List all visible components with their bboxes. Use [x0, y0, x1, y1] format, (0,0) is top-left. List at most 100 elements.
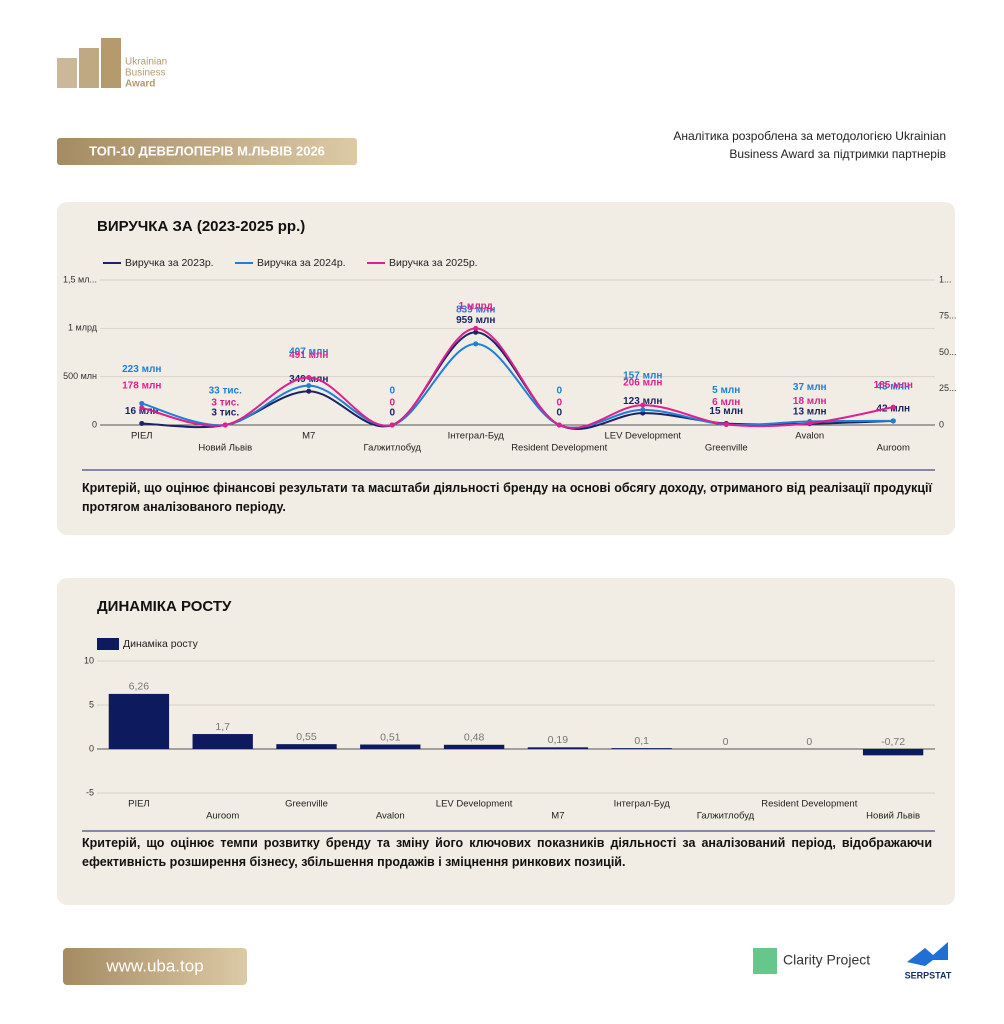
data-label: 185 млн [874, 380, 913, 391]
panel [57, 202, 955, 535]
data-label: 6,26 [129, 681, 150, 693]
site-badge [63, 948, 247, 985]
data-label: 13 млн [793, 406, 827, 417]
point [807, 420, 813, 426]
logo-text: Award [125, 79, 155, 90]
data-label: 959 млн [456, 315, 495, 326]
point [473, 325, 479, 331]
point [306, 388, 312, 394]
data-label: 37 млн [793, 382, 827, 393]
data-label: 839 млн [456, 305, 495, 316]
x-tick-label: РІЕЛ [128, 799, 150, 810]
point [306, 375, 312, 381]
x-tick-label: Resident Development [761, 799, 857, 810]
data-label: 0,51 [380, 731, 401, 743]
x-tick-label: Auroom [206, 811, 239, 822]
partner: Clarity Project [783, 952, 870, 968]
x-tick-label: Інтеграл-Буд [614, 799, 671, 810]
x-tick-label: Галжитлобуд [697, 811, 755, 822]
data-label: 0,1 [634, 735, 649, 747]
legend-swatch [97, 638, 119, 650]
x-tick-label: Resident Development [511, 443, 607, 454]
logo-text: Business [125, 68, 166, 79]
point [556, 422, 562, 428]
x-tick-label: Avalon [795, 431, 824, 442]
data-label: 491 млн [289, 350, 328, 361]
chart-title: ВИРУЧКА ЗА (2023-2025 рр.) [97, 218, 305, 235]
clarity-icon [753, 948, 777, 974]
y-tick-label: 0 [92, 419, 97, 429]
site: www.uba.top [105, 956, 203, 975]
x-tick-label: LEV Development [436, 799, 513, 810]
point [890, 404, 896, 410]
y2-tick-label: 0 [939, 419, 944, 429]
bar [360, 744, 421, 749]
bar [527, 747, 589, 749]
data-label: 407 млн [289, 346, 328, 357]
description: Критерій, що оцінює темпи розвитку бренд… [82, 836, 932, 869]
y-tick-label: 500 млн [63, 371, 97, 381]
data-label: 0 [389, 408, 395, 419]
chart-title: ДИНАМІКА РОСТУ [97, 598, 232, 615]
serpstat-icon [907, 942, 948, 966]
data-label: 1 млрд [459, 301, 494, 312]
note: Business Award за підтримки партнерів [729, 147, 946, 161]
data-label: 43 млн [876, 381, 910, 392]
data-label: -0,72 [881, 736, 905, 748]
series-line [141, 342, 894, 429]
data-label: 0 [556, 398, 562, 409]
data-label: 0,55 [296, 731, 317, 743]
x-tick-label: LEV Development [604, 431, 681, 442]
x-tick-label: Галжитлобуд [364, 443, 422, 454]
y2-tick-label: 25... [939, 383, 957, 393]
x-tick-label: РІЕЛ [131, 431, 153, 442]
note: Аналітика розроблена за методологією Ukr… [673, 129, 946, 143]
data-label: 5 млн [712, 385, 740, 396]
data-label: 0 [389, 386, 395, 397]
data-label: 3 тис. [211, 408, 239, 419]
x-tick-label: Avalon [376, 811, 405, 822]
bar [862, 749, 924, 756]
y2-tick-label: 1... [939, 274, 952, 284]
y-tick-label: 10 [84, 655, 94, 665]
badge [57, 138, 357, 165]
y-tick-label: 0 [89, 743, 94, 753]
legend-label: Виручка за 2023р. [125, 257, 214, 269]
data-label: 223 млн [122, 364, 161, 375]
y2-tick-label: 50... [939, 347, 957, 357]
x-tick-label: Інтеграл-Буд [448, 431, 505, 442]
data-label: 15 млн [709, 406, 743, 417]
data-label: 0 [556, 386, 562, 397]
description: Критерій, що оцінює фінансові результати… [82, 481, 932, 514]
x-tick-label: Новий Львів [866, 811, 920, 822]
x-tick-label: Greenville [285, 799, 328, 810]
data-label: 0,19 [548, 734, 569, 746]
data-label: 0 [556, 408, 562, 419]
point [640, 402, 646, 408]
x-tick-label: M7 [551, 811, 564, 822]
y-tick-label: 1,5 мл... [63, 274, 97, 284]
panel [57, 578, 955, 905]
logo [57, 38, 121, 88]
point [473, 341, 479, 347]
bar [611, 748, 672, 749]
data-label: 33 тис. [209, 386, 243, 397]
data-label: 3 тис. [211, 398, 239, 409]
data-label: 1,7 [215, 721, 230, 733]
data-label: 0,48 [464, 732, 485, 744]
point [389, 422, 395, 428]
badge-text: ТОП-10 ДЕВЕЛОПЕРІВ М.ЛЬВІВ 2026 [89, 143, 325, 158]
data-label: 6 млн [712, 397, 740, 408]
data-label: 18 млн [793, 396, 827, 407]
y-tick-label: 5 [89, 699, 94, 709]
legend-label: Динаміка росту [123, 638, 199, 650]
point [222, 422, 228, 428]
legend-label: Виручка за 2024р. [257, 257, 346, 269]
series-line [141, 327, 894, 429]
logo-text: Ukrainian [125, 57, 167, 68]
point [139, 420, 145, 426]
y-tick-label: 1 млрд [68, 323, 98, 333]
point [139, 405, 145, 411]
data-label: 178 млн [122, 380, 161, 391]
